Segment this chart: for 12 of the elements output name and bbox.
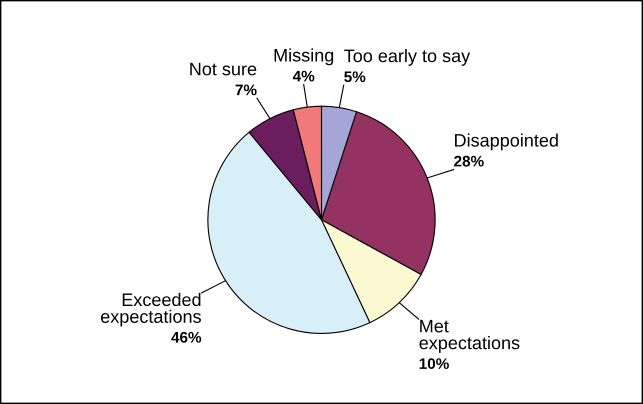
data-label: 7%	[236, 84, 257, 96]
slice-label: Missing	[274, 48, 334, 66]
slice-label: Met expectations	[419, 320, 520, 353]
data-label: 4%	[292, 70, 314, 82]
slice-label: Exceeded expectations	[100, 292, 201, 327]
slice-label: Too early to say	[344, 48, 470, 66]
slice-label: Disappointed	[455, 133, 558, 150]
data-label: 10%	[420, 358, 449, 370]
data-label: 28%	[454, 156, 484, 167]
data-label: 5%	[344, 71, 366, 82]
data-label: 46%	[171, 332, 202, 343]
slice-label: Not sure	[190, 62, 256, 76]
